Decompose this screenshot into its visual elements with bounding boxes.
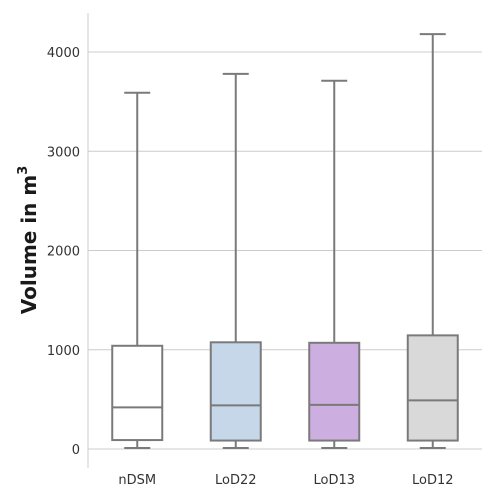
y-tick-label: 1000 xyxy=(47,344,80,359)
y-axis-label: Volume in m3 xyxy=(16,166,41,315)
iqr-box xyxy=(406,334,459,442)
y-axis-label-text: Volume in m xyxy=(17,175,41,314)
y-tick-label: 4000 xyxy=(47,46,80,61)
y-axis-label-superscript: 3 xyxy=(16,166,31,175)
boxes xyxy=(111,33,459,450)
y-tick-label: 0 xyxy=(72,443,80,458)
x-tick-labels: nDSM LoD22 LoD13 LoD12 xyxy=(118,473,453,487)
x-tick-label: LoD22 xyxy=(215,473,257,487)
y-tick-label: 3000 xyxy=(47,145,80,160)
iqr-box xyxy=(308,341,361,442)
box-LoD22 xyxy=(209,72,262,450)
box-LoD12 xyxy=(406,33,459,450)
x-tick-label: LoD13 xyxy=(313,473,355,487)
x-tick-label: nDSM xyxy=(118,473,156,487)
box-nDSM xyxy=(111,91,164,450)
y-tick-labels: 0 1000 2000 3000 4000 xyxy=(47,46,80,458)
y-tick-label: 2000 xyxy=(47,245,80,260)
iqr-box xyxy=(111,344,164,442)
box-LoD13 xyxy=(308,79,361,450)
iqr-box xyxy=(209,341,262,442)
x-tick-label: LoD12 xyxy=(412,473,454,487)
